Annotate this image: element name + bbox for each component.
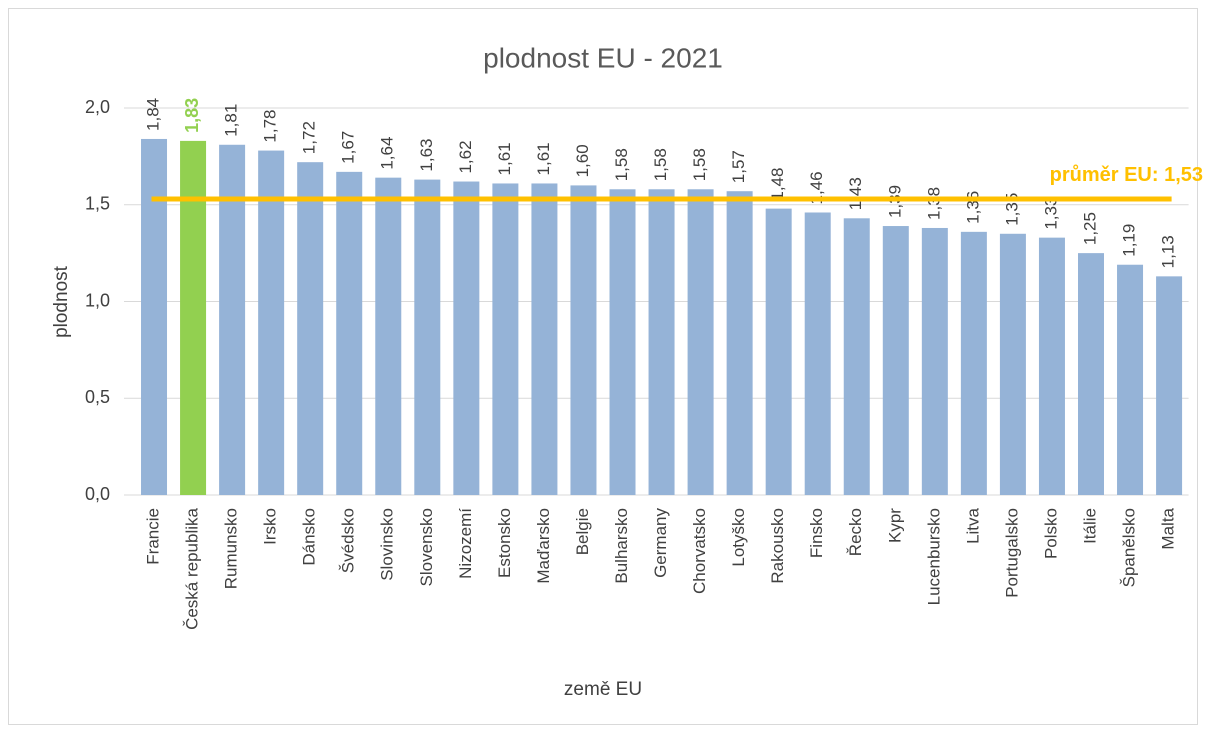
y-tick-label: 1,5 (85, 194, 110, 214)
bar (219, 144, 246, 495)
x-tick-label: Polsko (1041, 508, 1060, 559)
data-label: 1,38 (924, 187, 943, 220)
x-tick-label: Švédsko (339, 508, 358, 573)
x-tick-label: Lucenbursko (924, 508, 943, 605)
bar (336, 171, 363, 496)
data-label: 1,57 (729, 150, 748, 183)
data-label: 1,33 (1041, 197, 1060, 230)
data-label: 1,46 (807, 171, 826, 204)
bar (843, 218, 870, 496)
bar (453, 181, 480, 495)
bar (1156, 276, 1183, 495)
x-tick-label: Itálie (1080, 508, 1099, 544)
data-label: 1,43 (846, 177, 865, 210)
data-label: 1,67 (339, 131, 358, 164)
x-tick-label: Dánsko (300, 508, 319, 566)
bar (141, 138, 168, 495)
data-label: 1,61 (534, 142, 553, 175)
x-tick-label: Finsko (807, 508, 826, 558)
data-label: 1,61 (495, 142, 514, 175)
data-label: 1,58 (612, 148, 631, 181)
bar (414, 179, 441, 495)
bar (258, 150, 285, 495)
bar (570, 185, 597, 495)
x-tick-label: Germany (651, 508, 670, 578)
x-tick-label: Belgie (573, 508, 592, 555)
bar (687, 189, 714, 495)
x-tick-label: Slovensko (417, 508, 436, 586)
bar (297, 162, 324, 495)
x-tick-label: Lotyško (729, 508, 748, 567)
y-tick-label: 1,0 (85, 290, 110, 310)
x-tick-label: Irsko (261, 508, 280, 545)
x-tick-label: Malta (1159, 507, 1178, 549)
x-tick-label: Česká republika (183, 507, 202, 629)
bar (921, 227, 948, 495)
bar (648, 189, 675, 495)
bar (1077, 253, 1104, 495)
bar (804, 212, 831, 496)
bar (492, 183, 519, 495)
x-tick-label: Rumunsko (222, 508, 241, 589)
bar (180, 140, 207, 495)
data-label: 1,63 (417, 139, 436, 172)
chart-title: plodnost EU - 2021 (483, 42, 723, 73)
data-label: 1,39 (885, 185, 904, 218)
bar (726, 191, 753, 495)
data-label: 1,25 (1080, 212, 1099, 245)
data-label: 1,48 (768, 168, 787, 201)
data-label: 1,84 (144, 98, 163, 131)
bar (609, 189, 636, 495)
data-label: 1,72 (300, 121, 319, 154)
x-tick-label: Estonsko (495, 508, 514, 578)
data-label: 1,58 (690, 148, 709, 181)
x-tick-label: Litva (963, 507, 982, 543)
data-label: 1,58 (651, 148, 670, 181)
x-tick-label: Portugalsko (1002, 508, 1021, 598)
x-tick-label: Kypr (885, 508, 904, 543)
data-label: 1,83 (182, 98, 202, 133)
data-label: 1,60 (573, 144, 592, 177)
bar (1038, 237, 1065, 495)
y-tick-label: 0,0 (85, 484, 110, 504)
data-label: 1,36 (963, 191, 982, 224)
x-tick-label: Španělsko (1120, 508, 1139, 587)
x-tick-label: Francie (144, 508, 163, 565)
x-tick-label: Řecko (846, 508, 865, 556)
data-label: 1,78 (261, 109, 280, 142)
y-axis-label: plodnost (51, 265, 72, 338)
data-label: 1,13 (1159, 235, 1178, 268)
bar (1117, 264, 1144, 495)
bar (882, 226, 909, 495)
x-tick-label: Slovinsko (378, 508, 397, 581)
bar (960, 231, 987, 495)
y-tick-label: 2,0 (85, 97, 110, 117)
data-label: 1,62 (456, 140, 475, 173)
average-label: průměr EU: 1,53 (1050, 164, 1203, 186)
x-tick-label: Chorvatsko (690, 508, 709, 594)
x-axis-label: země EU (564, 679, 642, 700)
x-tick-label: Nizozemí (456, 508, 475, 579)
bar (765, 208, 792, 495)
y-tick-label: 0,5 (85, 387, 110, 407)
x-tick-label: Maďarsko (534, 508, 553, 584)
data-label: 1,81 (222, 104, 241, 137)
bar (531, 183, 558, 495)
chart-border (8, 8, 1198, 725)
data-label: 1,19 (1120, 224, 1139, 257)
x-tick-label: Rakousko (768, 508, 787, 584)
x-tick-label: Bulharsko (612, 508, 631, 584)
data-label: 1,64 (378, 137, 397, 170)
bar (375, 177, 402, 495)
bar (999, 233, 1026, 495)
